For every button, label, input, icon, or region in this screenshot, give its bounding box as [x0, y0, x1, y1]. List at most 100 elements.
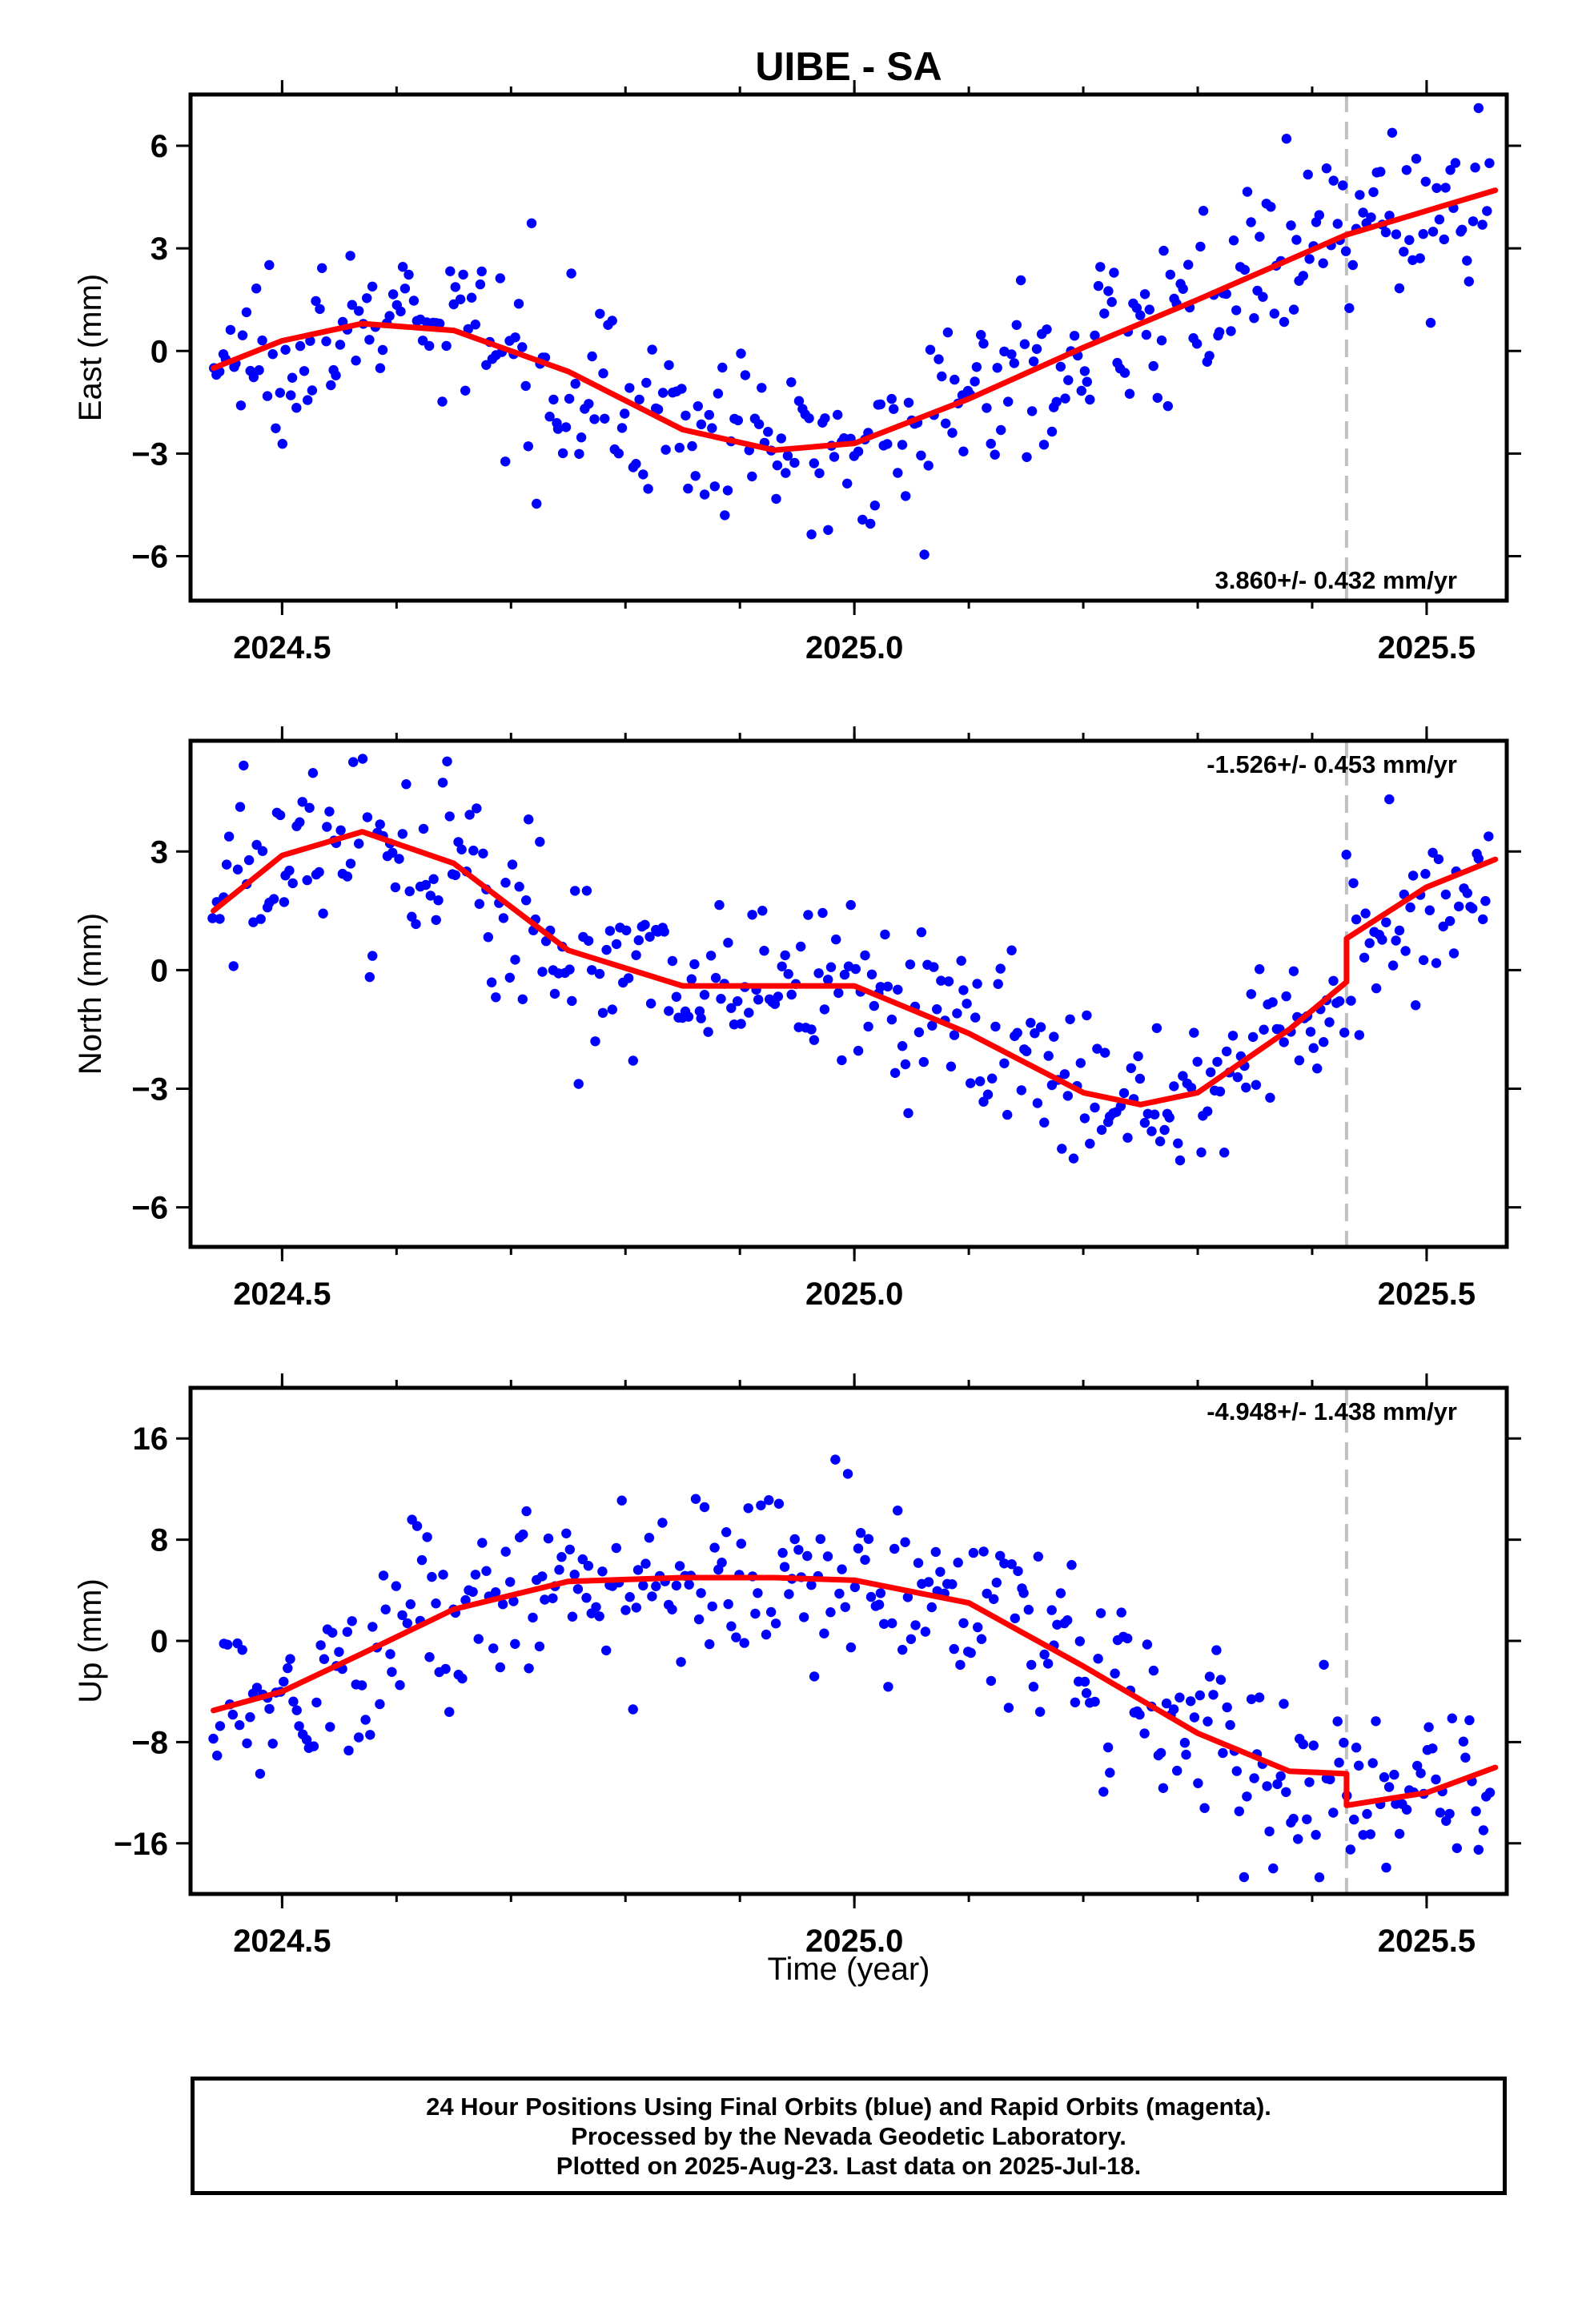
- data-point: [587, 351, 597, 362]
- data-point: [335, 825, 346, 836]
- data-point: [661, 444, 671, 455]
- data-point: [686, 974, 697, 984]
- data-point: [860, 950, 870, 961]
- data-point: [1411, 1000, 1421, 1011]
- data-point: [1068, 1153, 1079, 1164]
- data-point: [1211, 1645, 1222, 1655]
- y-tick-label: −16: [114, 1827, 168, 1862]
- data-point: [1454, 901, 1464, 912]
- data-point: [1288, 966, 1299, 977]
- x-tick-label: 2025.5: [1378, 1277, 1476, 1312]
- data-point: [863, 1021, 873, 1032]
- data-point: [445, 266, 456, 276]
- data-point: [736, 348, 746, 359]
- data-point: [1195, 241, 1206, 252]
- data-point: [1219, 1148, 1230, 1158]
- data-point: [667, 955, 678, 967]
- data-point: [587, 965, 597, 975]
- data-point: [1051, 396, 1062, 407]
- data-point: [1275, 1771, 1286, 1782]
- data-point: [699, 1502, 710, 1513]
- y-tick-label: 8: [151, 1523, 168, 1558]
- data-point: [771, 493, 781, 505]
- data-point: [1279, 316, 1290, 328]
- data-point: [1002, 1109, 1013, 1120]
- data-point: [1028, 1682, 1039, 1692]
- data-point: [594, 1611, 604, 1622]
- data-point: [404, 269, 414, 280]
- data-point: [1070, 1697, 1081, 1707]
- data-point: [1314, 1872, 1325, 1883]
- data-point: [534, 1641, 545, 1652]
- data-point: [1347, 259, 1359, 271]
- data-point: [245, 1712, 255, 1723]
- data-point: [1156, 335, 1167, 346]
- data-point: [1294, 1055, 1305, 1066]
- data-point: [1118, 1088, 1130, 1099]
- data-point: [254, 365, 264, 376]
- data-point: [809, 458, 819, 468]
- data-point: [557, 448, 568, 459]
- data-point: [950, 374, 960, 385]
- data-point: [850, 963, 861, 975]
- data-point: [916, 450, 926, 460]
- data-point: [498, 913, 509, 923]
- data-point: [1418, 955, 1429, 966]
- data-point: [486, 977, 497, 987]
- data-point: [889, 1543, 900, 1554]
- data-point: [1152, 392, 1163, 403]
- data-point: [441, 340, 452, 352]
- data-point: [284, 865, 295, 876]
- data-point: [1181, 1749, 1191, 1760]
- data-point: [1195, 1690, 1206, 1701]
- data-point: [865, 518, 876, 529]
- data-point: [1293, 1834, 1303, 1844]
- data-point: [1003, 396, 1014, 407]
- data-point: [1183, 259, 1194, 270]
- data-point: [1119, 368, 1130, 378]
- data-point: [640, 1558, 651, 1569]
- data-point: [566, 268, 576, 279]
- data-point: [677, 384, 687, 394]
- data-point: [703, 1027, 713, 1037]
- data-point: [972, 979, 982, 989]
- data-point: [644, 931, 655, 943]
- data-point: [793, 1545, 804, 1555]
- data-point: [739, 1638, 749, 1648]
- data-point: [548, 1593, 558, 1604]
- data-point: [893, 468, 903, 478]
- data-point: [690, 1494, 701, 1504]
- data-point: [483, 932, 493, 943]
- data-point: [1033, 1551, 1044, 1562]
- data-point: [327, 1627, 338, 1638]
- data-point: [581, 1593, 592, 1603]
- data-point: [470, 320, 480, 330]
- data-point: [287, 372, 298, 383]
- data-point: [777, 961, 787, 972]
- data-point: [992, 363, 1002, 373]
- data-point: [402, 1618, 412, 1629]
- data-point: [1082, 376, 1093, 387]
- data-point: [995, 963, 1006, 974]
- data-point: [716, 994, 726, 1004]
- data-point: [1400, 946, 1411, 956]
- data-point: [707, 1601, 717, 1612]
- data-point: [1092, 1043, 1102, 1054]
- data-point: [387, 289, 399, 300]
- data-point: [1019, 339, 1030, 349]
- data-point: [1135, 310, 1146, 320]
- data-point: [1452, 1843, 1463, 1853]
- data-point: [814, 468, 825, 479]
- data-point: [1227, 1031, 1239, 1041]
- data-point: [780, 950, 790, 961]
- data-point: [784, 1589, 794, 1599]
- data-point: [707, 423, 717, 433]
- data-point: [1039, 1117, 1050, 1128]
- data-point: [1265, 1092, 1275, 1103]
- data-point: [223, 1639, 233, 1650]
- data-point: [693, 401, 703, 412]
- data-point: [875, 1588, 886, 1598]
- data-point: [1158, 1783, 1169, 1793]
- data-point: [990, 1021, 1001, 1032]
- data-point: [736, 1538, 746, 1549]
